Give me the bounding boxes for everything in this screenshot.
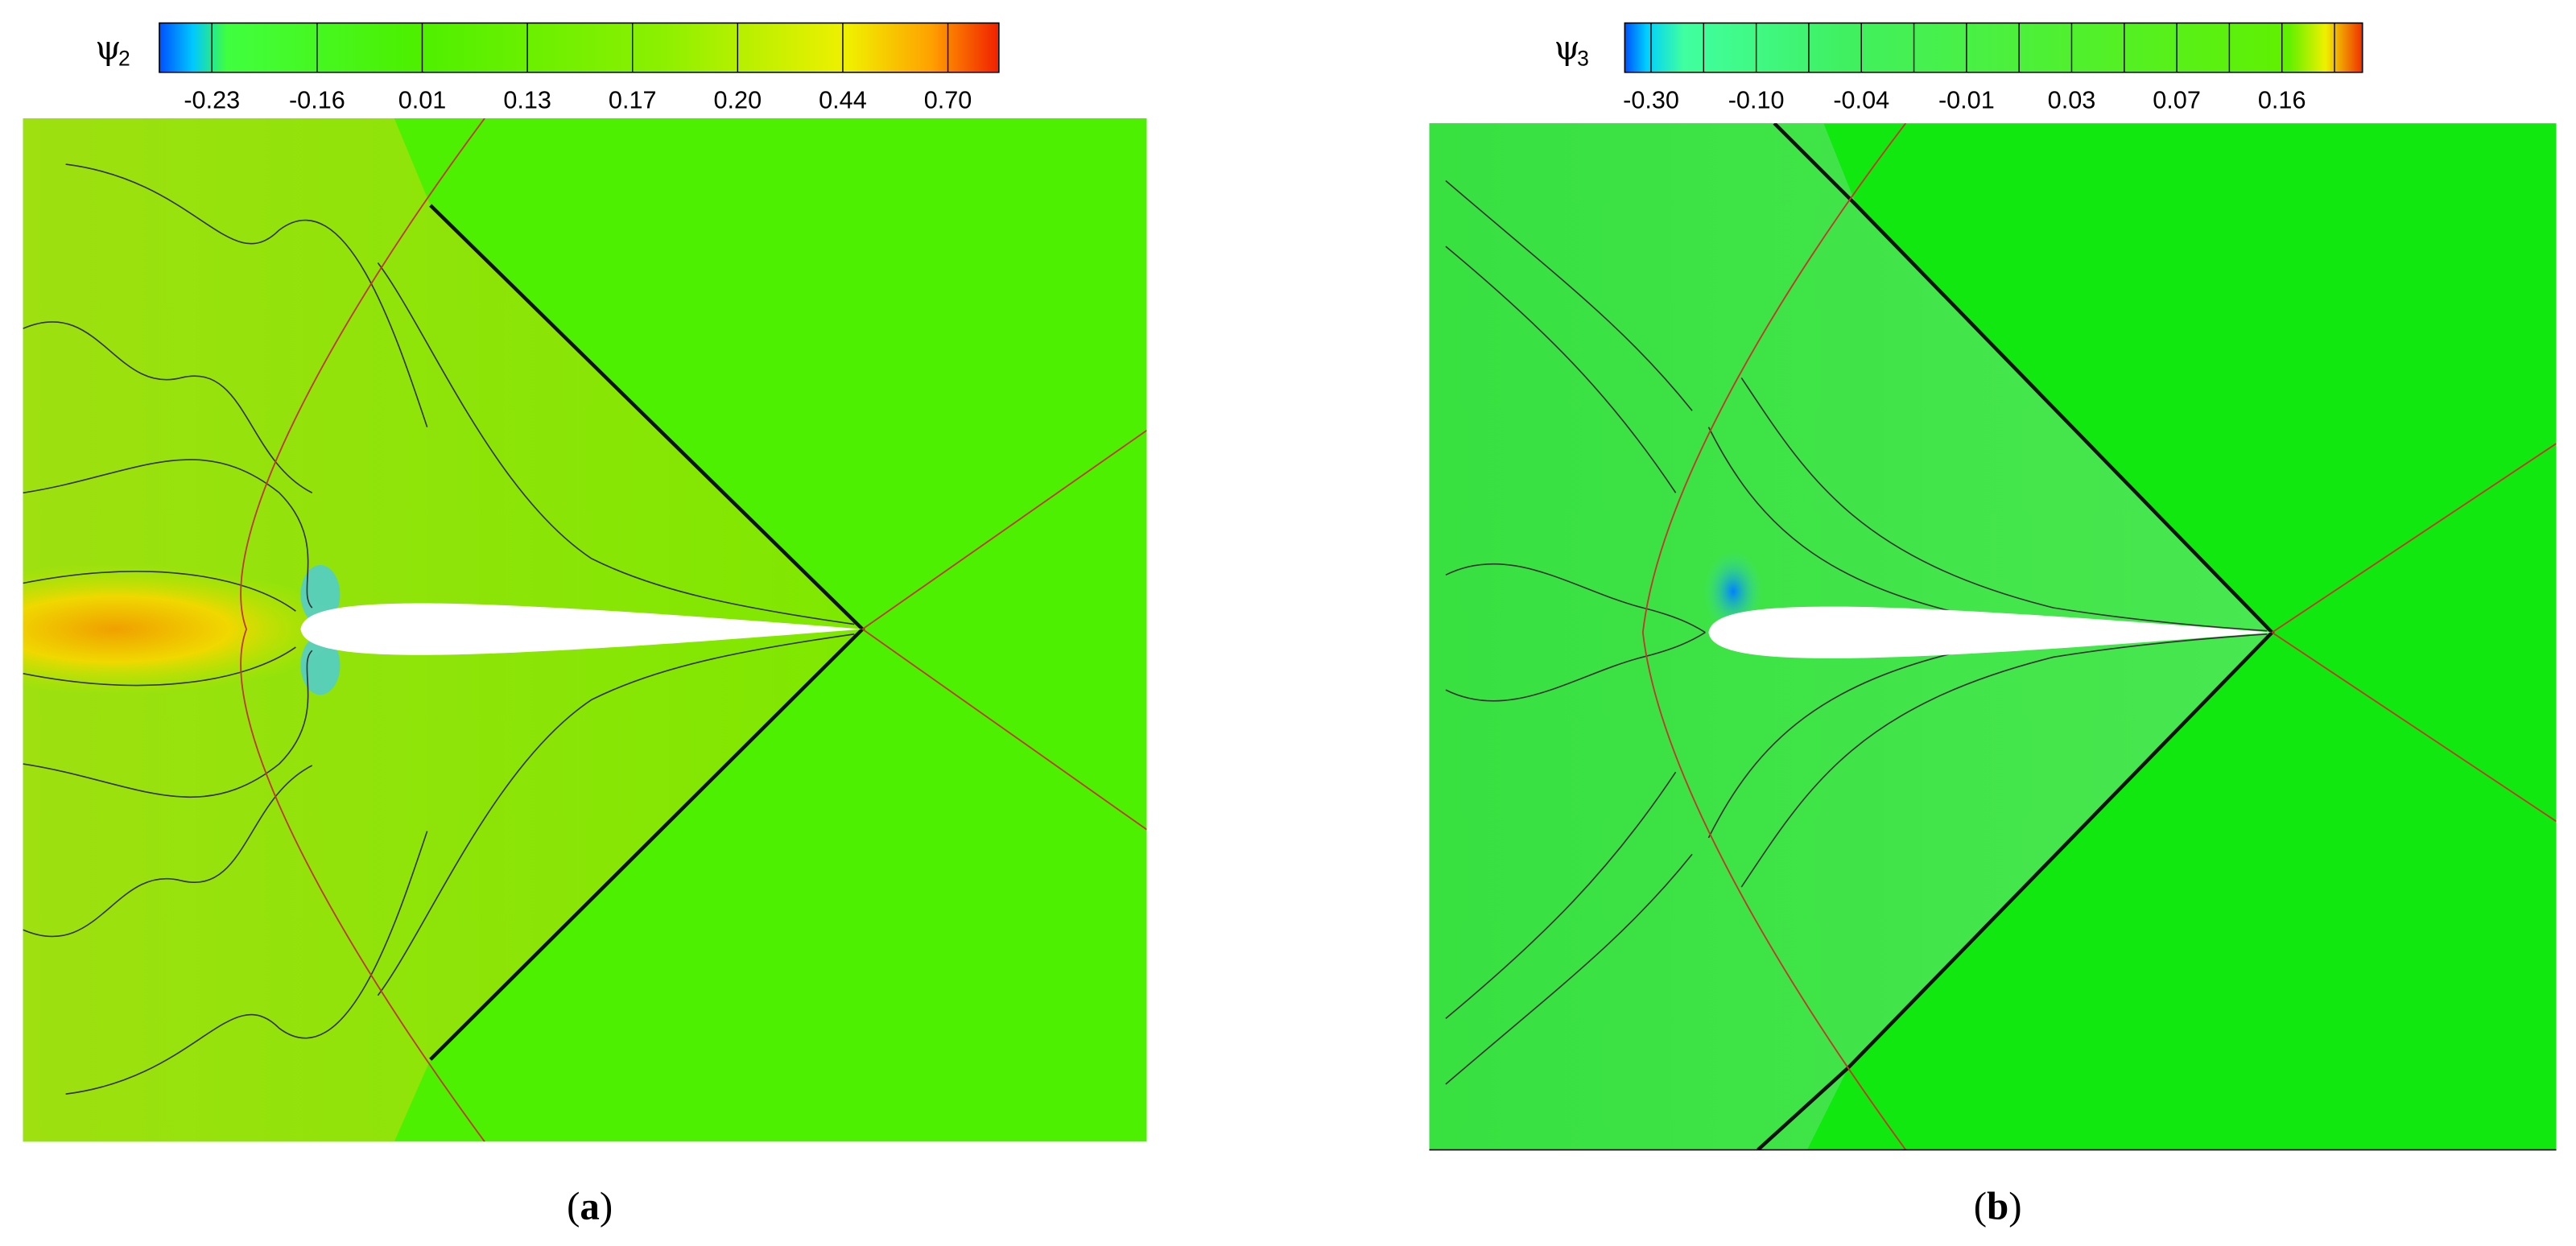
colorbar-tick-label: 0.20 xyxy=(714,87,762,114)
colorbar xyxy=(1624,22,2363,73)
contour-field-b xyxy=(1429,123,2557,1150)
colorbar-subscript: 3 xyxy=(1577,47,1589,71)
colorbar-symbol: ψ xyxy=(95,28,121,67)
colorbar-tick-label: 0.44 xyxy=(819,87,867,114)
colorbar-tick-label: -0.16 xyxy=(289,87,345,114)
colorbar-tick-label: 0.03 xyxy=(2048,87,2096,114)
panel-caption: (b) xyxy=(1974,1183,2022,1227)
colorbar-symbol: ψ xyxy=(1554,28,1580,67)
caption-close: ) xyxy=(2008,1183,2021,1227)
colorbar-tick-label: 0.16 xyxy=(2258,87,2306,114)
colorbar-tick-label: 0.17 xyxy=(609,87,657,114)
colorbar-tick-label: -0.30 xyxy=(1623,87,1679,114)
colorbar xyxy=(159,22,1000,73)
colorbar-tick-label: 0.70 xyxy=(924,87,972,114)
caption-close: ) xyxy=(600,1183,613,1227)
caption-letter: a xyxy=(580,1183,599,1227)
caption-open: ( xyxy=(1974,1183,1987,1227)
colorbar-tick-label: 0.13 xyxy=(503,87,551,114)
colorbar-tick-label: 0.07 xyxy=(2153,87,2201,114)
caption-open: ( xyxy=(567,1183,580,1227)
colorbar-tick-label: -0.10 xyxy=(1728,87,1785,114)
colorbar-subscript: 2 xyxy=(118,47,130,71)
contour-field-a xyxy=(23,118,1147,1142)
colorbar-tick-label: -0.04 xyxy=(1833,87,1889,114)
colorbar-tick-label: -0.01 xyxy=(1938,87,1995,114)
colorbar-tick-label: 0.01 xyxy=(398,87,447,114)
panel-caption: (a) xyxy=(567,1183,613,1227)
colorbar-tick-label: -0.23 xyxy=(184,87,240,114)
caption-letter: b xyxy=(1987,1183,2008,1227)
